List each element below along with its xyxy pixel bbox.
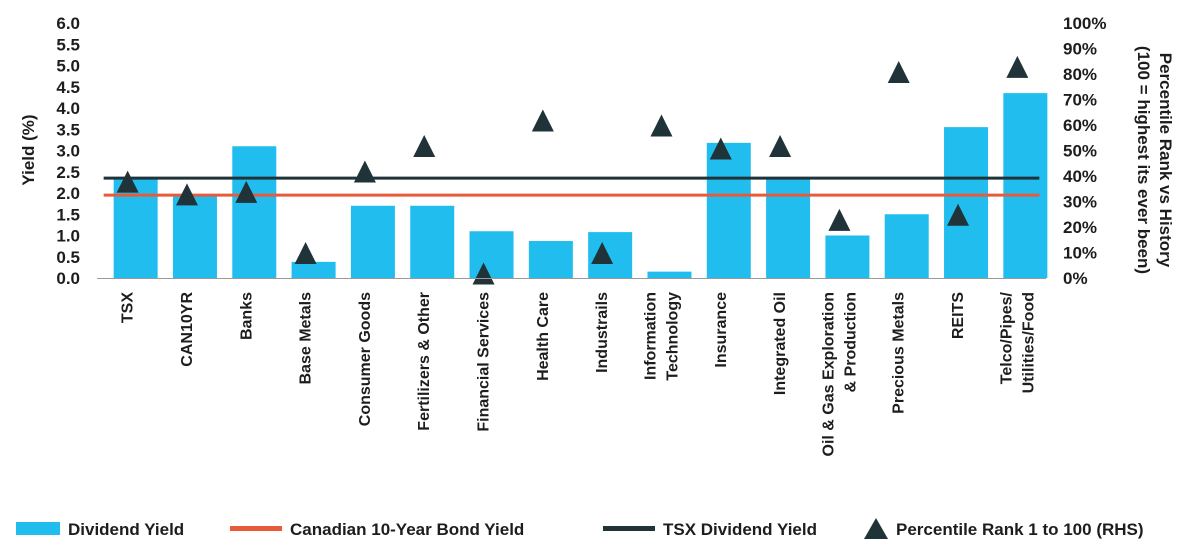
bar-14 <box>944 127 989 278</box>
y-tick-label: 3.0 <box>56 142 80 161</box>
right-axis-title: Percentile Rank vs History(100 = highest… <box>1134 46 1175 274</box>
legend-swatch-tsx-yield <box>603 526 655 531</box>
y2-axis-title-line: Percentile Rank vs History <box>1156 53 1175 268</box>
percentile-marker-5 <box>413 134 436 157</box>
y2-tick-label: 70% <box>1063 91 1097 110</box>
percentile-marker-12 <box>828 208 851 231</box>
percentile-marker-2 <box>235 180 258 203</box>
y2-tick-label: 10% <box>1063 244 1097 263</box>
category-label: Integrated Oil <box>772 292 789 395</box>
category-label: Technology <box>664 292 681 381</box>
percentile-marker-10 <box>709 137 732 160</box>
bar-3 <box>291 261 336 278</box>
y2-tick-label: 0% <box>1063 269 1088 288</box>
bar-8 <box>588 232 633 278</box>
category-label: Precious Metals <box>891 292 908 414</box>
category-label: Insurance <box>713 292 730 368</box>
category-label: Telco/Pipes/ <box>998 291 1015 384</box>
bar-12 <box>825 235 870 278</box>
percentile-marker-14 <box>947 203 970 226</box>
y-tick-label: 1.5 <box>56 205 80 224</box>
legend-label-bond-yield: Canadian 10-Year Bond Yield <box>290 520 524 539</box>
y2-tick-label: 60% <box>1063 116 1097 135</box>
y-tick-label: 2.5 <box>56 163 80 182</box>
category-label: Banks <box>238 292 255 340</box>
category-label: Health Care <box>535 292 552 381</box>
bar-5 <box>410 205 455 278</box>
bar-0 <box>113 178 158 278</box>
category-label: Utilities/Food <box>1020 292 1037 393</box>
y2-tick-label: 80% <box>1063 65 1097 84</box>
category-label: CAN10YR <box>179 292 196 367</box>
bar-4 <box>350 205 395 278</box>
percentile-marker-13 <box>887 61 910 83</box>
y-tick-label: 5.5 <box>56 35 80 54</box>
category-label: REITS <box>950 292 967 339</box>
category-label: Consumer Goods <box>357 292 374 426</box>
y2-tick-label: 100% <box>1063 14 1106 33</box>
right-axis-ticks: 0% 10% 20% 30% 40% 50% 60% 70% 80% 90% 100% <box>1063 14 1106 288</box>
category-label: Industrails <box>594 292 611 373</box>
percentile-marker-3 <box>294 242 317 265</box>
category-label: Oil & Gas Exploration <box>820 292 837 456</box>
percentile-marker-0 <box>116 170 139 193</box>
y-tick-label: 4.0 <box>56 99 80 118</box>
y-tick-label: 0.0 <box>56 269 80 288</box>
reference-lines <box>103 176 1040 197</box>
percentile-marker-4 <box>353 160 376 183</box>
category-labels: TSX CAN10YR Banks Base Metals Consumer Goods… <box>120 291 1038 456</box>
category-label: Base Metals <box>298 292 315 385</box>
percentile-marker-15 <box>1006 55 1029 78</box>
bar-13 <box>884 214 929 278</box>
y2-tick-label: 20% <box>1063 218 1097 237</box>
percentile-marker-1 <box>175 183 198 206</box>
legend: Dividend Yield Canadian 10-Year Bond Yie… <box>16 518 1144 539</box>
percentile-marker-9 <box>650 114 673 137</box>
legend-label-percentile: Percentile Rank 1 to 100 (RHS) <box>896 520 1144 539</box>
bar-1 <box>172 195 217 278</box>
bar-6 <box>469 231 514 278</box>
bar-15 <box>1003 93 1048 278</box>
left-axis-title: Yield (%) <box>19 114 38 185</box>
y-tick-label: 1.0 <box>56 227 80 246</box>
category-label: & Production <box>842 292 859 392</box>
category-label: TSX <box>120 292 137 323</box>
legend-label-dividend-yield: Dividend Yield <box>68 520 184 539</box>
y-tick-label: 2.0 <box>56 184 80 203</box>
dividend-yield-bars <box>113 93 1048 278</box>
legend-label-tsx-yield: TSX Dividend Yield <box>663 520 817 539</box>
percentile-marker-7 <box>531 109 554 132</box>
y2-tick-label: 40% <box>1063 167 1097 186</box>
y-tick-label: 3.5 <box>56 120 80 139</box>
y-tick-label: 6.0 <box>56 14 80 33</box>
category-label: Fertilizers & Other <box>416 292 433 431</box>
y-tick-label: 5.0 <box>56 57 80 76</box>
category-label: Financial Services <box>476 292 493 432</box>
y-tick-label: 0.5 <box>56 248 80 267</box>
category-label: Information <box>642 292 659 380</box>
bar-7 <box>528 241 573 278</box>
bar-11 <box>766 178 811 278</box>
y2-axis-title-line: (100 = highest its ever been) <box>1134 46 1153 274</box>
legend-swatch-bond-yield <box>230 526 282 531</box>
percentile-marker-8 <box>591 242 614 265</box>
bar-2 <box>232 146 277 278</box>
percentile-markers <box>116 55 1029 285</box>
bar-10 <box>706 142 751 278</box>
y2-tick-label: 30% <box>1063 193 1097 212</box>
bar-9 <box>647 271 692 278</box>
y2-tick-label: 50% <box>1063 142 1097 161</box>
y-tick-label: 4.5 <box>56 78 80 97</box>
left-axis-ticks: 0.0 0.5 1.0 1.5 2.0 2.5 3.0 3.5 4.0 4.5 5.0 5.5 6.0 <box>56 14 80 288</box>
percentile-marker-11 <box>769 134 792 157</box>
y2-tick-label: 90% <box>1063 40 1097 59</box>
legend-marker-percentile <box>864 518 888 539</box>
y-axis-title: Yield (%) <box>19 114 38 185</box>
legend-swatch-dividend-yield <box>16 522 60 535</box>
